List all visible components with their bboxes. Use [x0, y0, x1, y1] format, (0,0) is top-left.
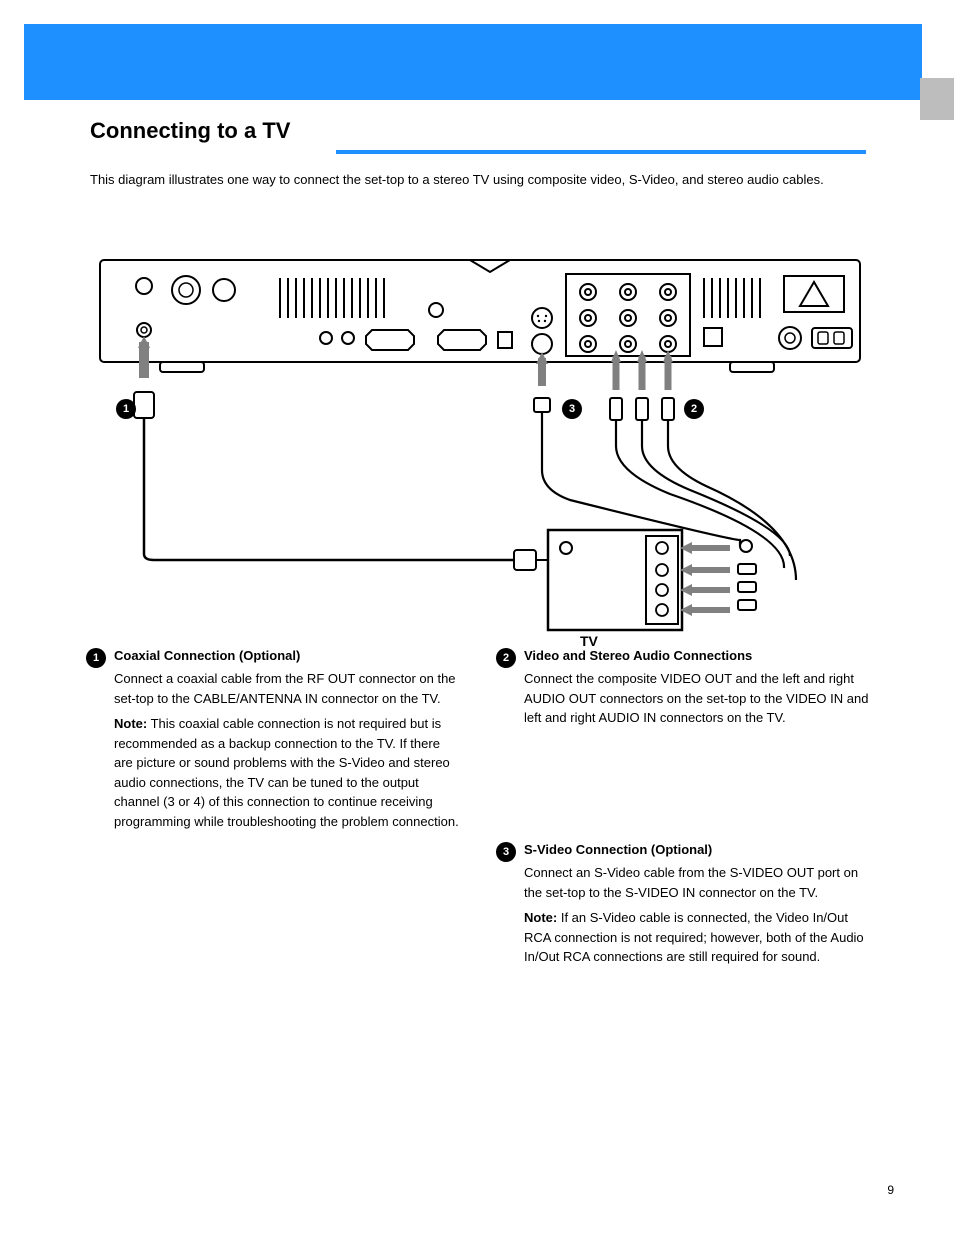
step-3-note: Note: If an S-Video cable is connected, … — [524, 908, 870, 967]
intro-text: This diagram illustrates one way to conn… — [90, 170, 870, 190]
side-tab — [920, 78, 954, 120]
page: Connecting to a TV This diagram illustra… — [0, 0, 954, 1235]
step-3-title: S-Video Connection (Optional) — [524, 842, 870, 857]
wiring-diagram: TV 1 3 2 — [90, 250, 870, 650]
step-3-note-label: Note: — [524, 910, 557, 925]
step-1: 1 Coaxial Connection (Optional) Connect … — [90, 648, 460, 831]
step-3-body: Connect an S-Video cable from the S-VIDE… — [524, 863, 870, 902]
diagram-bullet-2: 2 — [684, 399, 704, 419]
step-1-num: 1 — [86, 648, 106, 668]
step-1-body: Connect a coaxial cable from the RF OUT … — [114, 669, 460, 708]
step-1-note-label: Note: — [114, 716, 147, 731]
step-2: 2 Video and Stereo Audio Connections Con… — [500, 648, 870, 734]
section-title: Connecting to a TV — [90, 118, 290, 144]
step-2-title: Video and Stereo Audio Connections — [524, 648, 870, 663]
step-2-body: Connect the composite VIDEO OUT and the … — [524, 669, 870, 728]
page-number: 9 — [887, 1183, 894, 1197]
diagram-bullet-3: 3 — [562, 399, 582, 419]
step-1-note-text: This coaxial cable connection is not req… — [114, 716, 459, 829]
step-1-note: Note: This coaxial cable connection is n… — [114, 714, 460, 831]
accent-rule — [336, 150, 866, 154]
step-3: 3 S-Video Connection (Optional) Connect … — [500, 842, 870, 967]
diagram-svg: TV — [90, 250, 870, 650]
step-2-num: 2 — [496, 648, 516, 668]
header-band — [24, 24, 922, 100]
step-3-note-text: If an S-Video cable is connected, the Vi… — [524, 910, 864, 964]
step-3-num: 3 — [496, 842, 516, 862]
tv-label: TV — [580, 633, 599, 649]
step-1-title: Coaxial Connection (Optional) — [114, 648, 460, 663]
diagram-bullet-1: 1 — [116, 399, 136, 419]
